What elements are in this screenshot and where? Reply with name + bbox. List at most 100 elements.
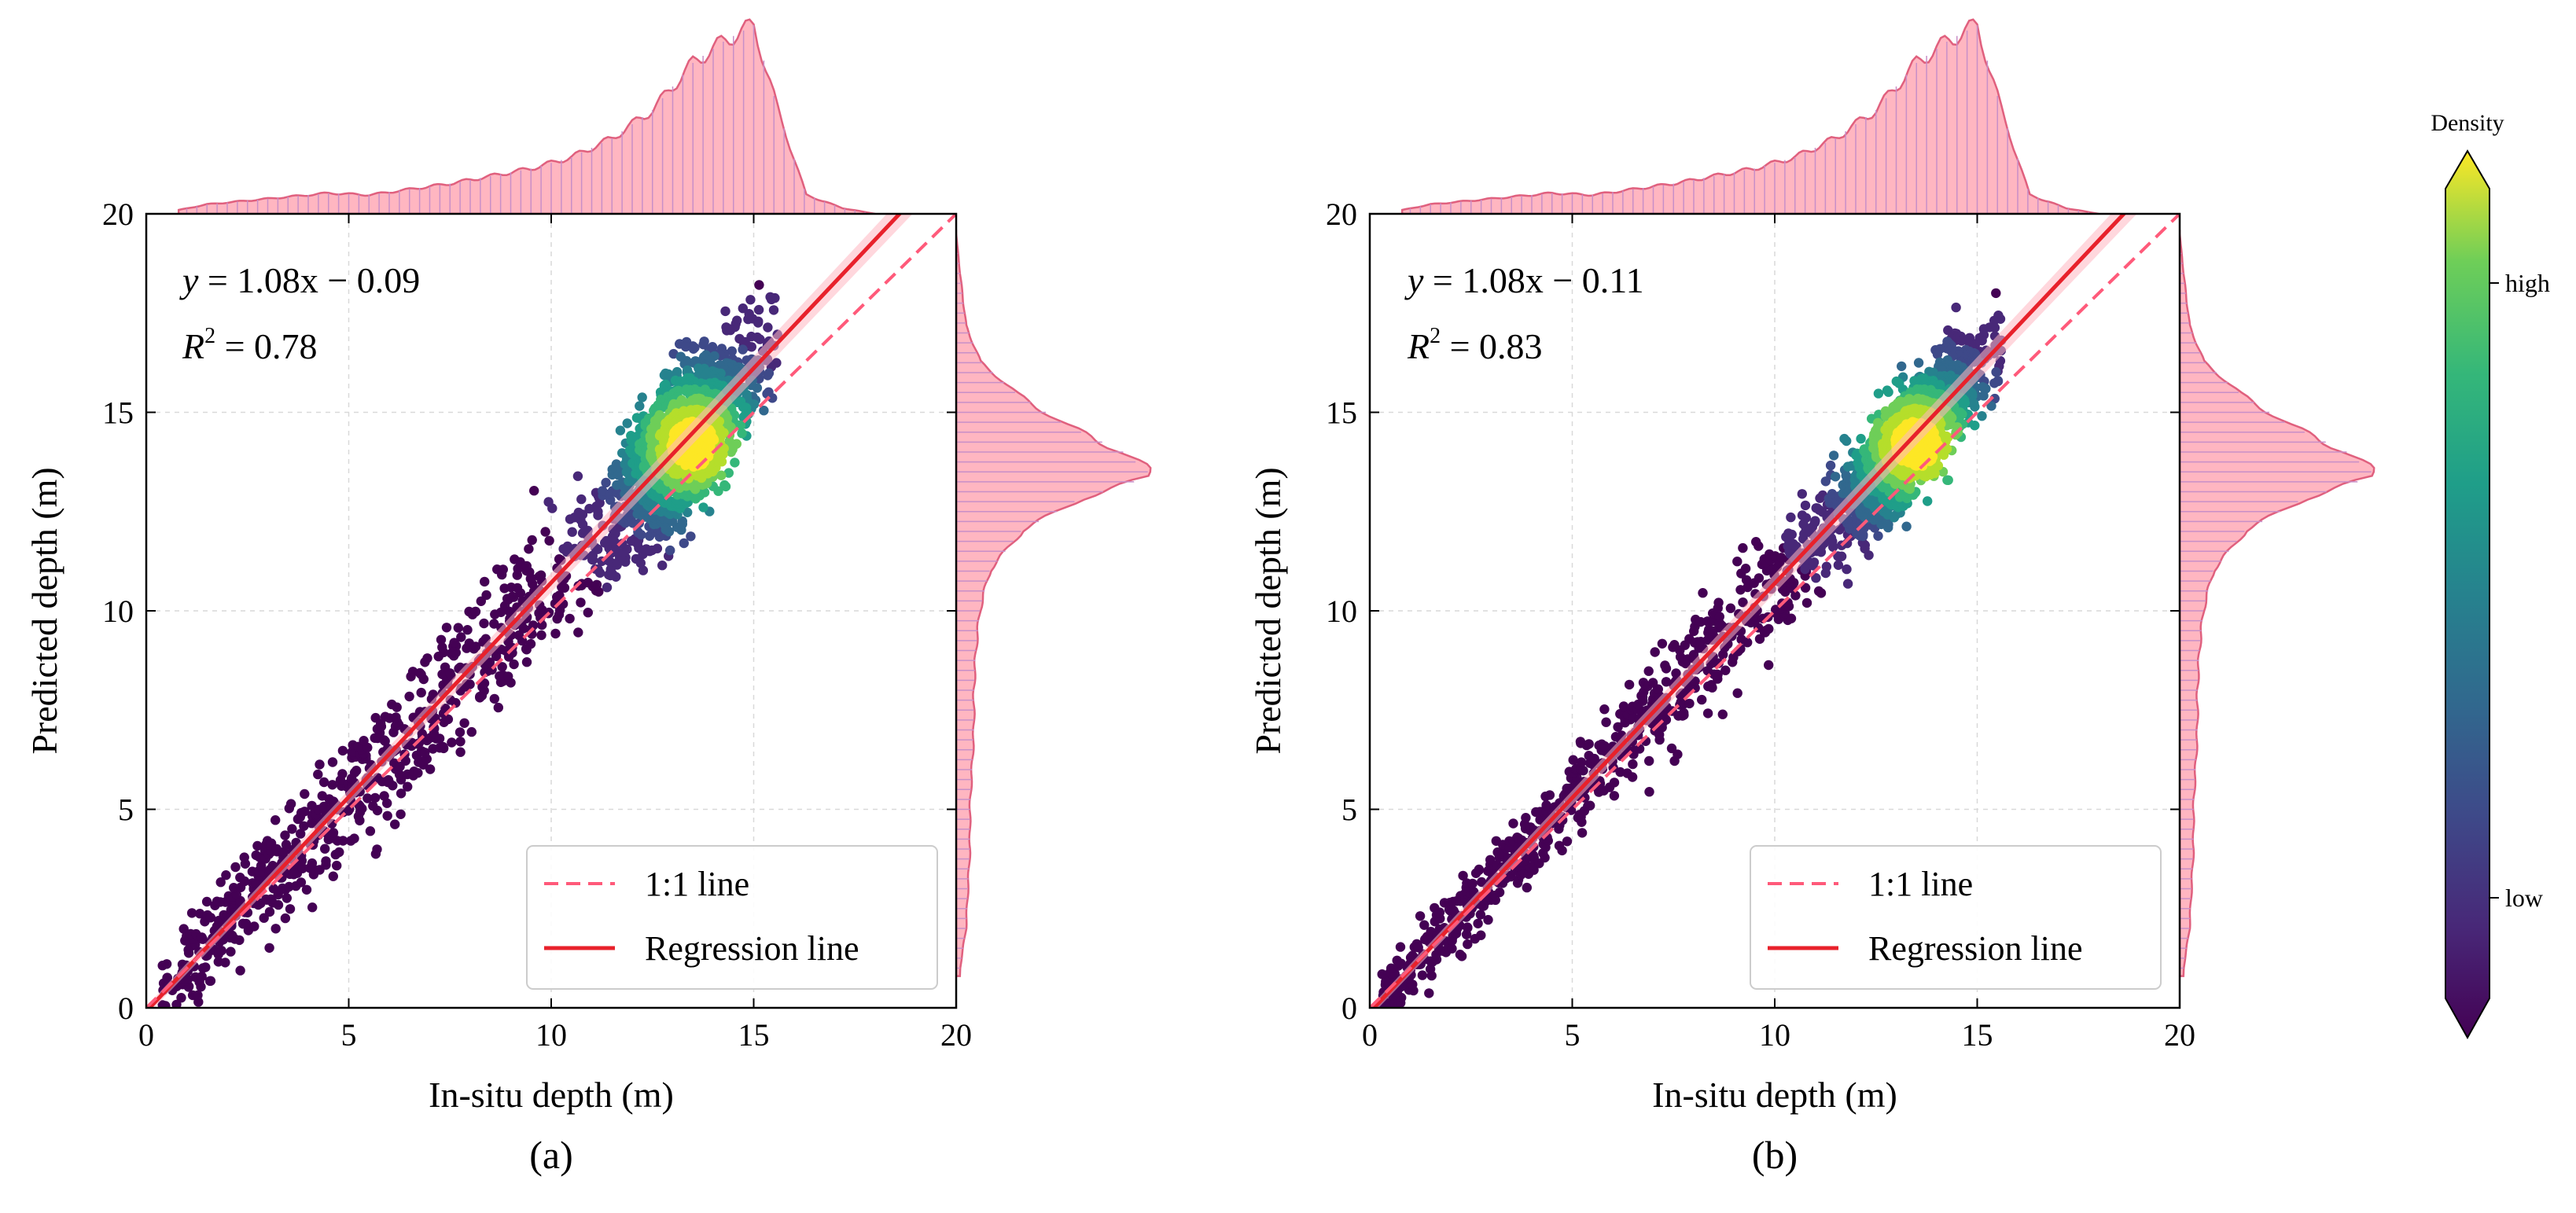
scatter-point — [178, 924, 189, 934]
scatter-point — [239, 876, 250, 887]
scatter-point — [724, 436, 734, 447]
scatter-point — [635, 401, 645, 411]
scatter-point — [1589, 753, 1599, 764]
scatter-point — [1458, 870, 1468, 881]
scatter-point — [1833, 560, 1844, 570]
scatter-point — [1661, 677, 1672, 687]
scatter-point — [1395, 942, 1406, 952]
scatter-point — [296, 877, 307, 888]
scatter-point — [1836, 551, 1847, 561]
scatter-point — [1828, 450, 1839, 461]
scatter-point — [1842, 436, 1852, 447]
scatter-point — [484, 657, 495, 667]
scatter-point — [197, 971, 207, 982]
scatter-point — [266, 894, 276, 905]
scatter-point — [1732, 688, 1742, 698]
scatter-point — [1576, 757, 1587, 767]
scatter-point — [372, 844, 382, 855]
scatter-point — [527, 535, 537, 546]
scatter-point — [436, 634, 447, 645]
scatter-point — [280, 913, 291, 924]
scatter-point — [720, 306, 730, 317]
scatter-point — [337, 769, 348, 779]
scatter-point — [615, 425, 626, 436]
x-tick-label: 0 — [138, 1017, 154, 1053]
scatter-point — [637, 392, 647, 402]
scatter-point — [391, 712, 401, 722]
scatter-point — [1713, 669, 1723, 680]
scatter-point — [489, 619, 499, 629]
scatter-point — [547, 503, 558, 513]
scatter-point — [528, 620, 539, 630]
scatter-point — [280, 830, 290, 840]
scatter-point — [1698, 588, 1708, 598]
scatter-point — [1578, 766, 1588, 776]
scatter-point — [338, 836, 348, 846]
scatter-point — [665, 545, 675, 556]
scatter-point — [1528, 851, 1539, 861]
scatter-point — [1706, 680, 1717, 690]
scatter-point — [349, 833, 359, 844]
y-axis-label: Predicted depth (m) — [24, 467, 64, 754]
regression-equation: y = 1.08x − 0.09 — [179, 260, 420, 300]
regression-equation: y = 1.08x − 0.11 — [1404, 260, 1644, 300]
scatter-point — [1568, 755, 1578, 765]
y-tick-label: 15 — [1326, 395, 1357, 431]
scatter-point — [766, 294, 777, 305]
scatter-point — [365, 826, 376, 836]
scatter-point — [1494, 887, 1505, 898]
scatter-point — [1831, 472, 1841, 482]
scatter-point — [763, 322, 773, 333]
scatter-point — [1448, 906, 1459, 916]
scatter-point — [1901, 521, 1912, 531]
scatter-point — [572, 471, 583, 481]
scatter-point — [677, 516, 687, 527]
scatter-point — [1813, 586, 1824, 597]
scatter-point — [1800, 583, 1811, 593]
x-tick-label: 15 — [1962, 1017, 1993, 1053]
regression-line — [1371, 214, 2127, 1008]
scatter-point — [1764, 660, 1774, 671]
scatter-point — [1825, 460, 1836, 471]
scatter-point — [1942, 475, 1952, 485]
scatter-point — [719, 480, 730, 491]
marginal-histogram-x — [177, 18, 876, 215]
scatter-point — [1991, 288, 2001, 299]
scatter-point — [1776, 553, 1787, 563]
scatter-point — [1613, 722, 1623, 732]
scatter-point — [416, 687, 426, 698]
scatter-point — [234, 935, 245, 946]
scatter-point — [559, 583, 570, 593]
scatter-point — [738, 344, 748, 355]
scatter-point — [1671, 668, 1681, 678]
marginal-histogram-y — [2178, 230, 2375, 977]
scatter-point — [462, 625, 473, 635]
x-tick-label: 20 — [940, 1017, 972, 1053]
scatter-point — [1720, 665, 1731, 675]
y-axis-label: Predicted depth (m) — [1248, 467, 1288, 754]
scatter-point — [583, 608, 593, 618]
scatter-point — [1419, 920, 1430, 930]
scatter-point — [493, 702, 503, 713]
scatter-point — [550, 628, 561, 639]
scatter-point — [249, 921, 259, 932]
panel-label: (a) — [529, 1133, 573, 1177]
legend: 1:1 line Regression line — [526, 845, 938, 990]
y-tick-label: 5 — [1341, 792, 1357, 828]
scatter-point — [1883, 387, 1893, 397]
r-squared: R2 = 0.78 — [182, 324, 318, 366]
scatter-point — [351, 766, 362, 776]
scatter-point — [1738, 597, 1748, 608]
scatter-point — [162, 972, 172, 983]
scatter-point — [686, 531, 696, 542]
scatter-point — [455, 747, 466, 757]
scatter-point — [201, 896, 212, 907]
y-tick-label: 10 — [102, 594, 134, 629]
scatter-point — [1585, 800, 1595, 811]
x-tick-label: 20 — [2164, 1017, 2195, 1053]
scatter-point — [1714, 612, 1724, 622]
scatter-point — [226, 947, 236, 957]
scatter-point — [1483, 914, 1493, 925]
scatter-point — [1923, 496, 1933, 506]
scatter-point — [1417, 970, 1428, 980]
